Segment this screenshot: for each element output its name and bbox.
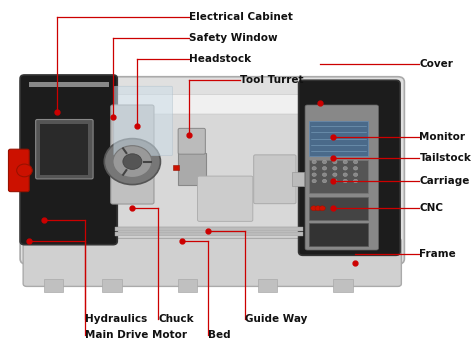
Circle shape (322, 173, 327, 176)
FancyBboxPatch shape (254, 155, 296, 204)
Text: Cover: Cover (419, 59, 453, 69)
FancyBboxPatch shape (20, 75, 117, 245)
Bar (333, 279, 353, 293)
FancyBboxPatch shape (23, 238, 401, 286)
Circle shape (17, 164, 32, 177)
Text: CNC: CNC (419, 203, 444, 213)
Text: Headstock: Headstock (189, 54, 251, 64)
Text: Main Drive Motor: Main Drive Motor (85, 330, 187, 340)
Circle shape (322, 160, 327, 164)
Circle shape (343, 166, 347, 170)
Text: Hydraulics: Hydraulics (85, 314, 147, 324)
Circle shape (312, 173, 316, 176)
Bar (178, 153, 206, 185)
Bar (115, 227, 303, 231)
Bar (310, 223, 368, 246)
Text: Chuck: Chuck (158, 314, 194, 324)
Bar (114, 94, 304, 230)
Circle shape (354, 160, 358, 164)
Bar (310, 197, 368, 220)
Circle shape (319, 206, 325, 211)
Text: Frame: Frame (419, 248, 456, 258)
Bar (310, 121, 368, 156)
FancyBboxPatch shape (111, 105, 154, 204)
FancyBboxPatch shape (305, 105, 378, 250)
Circle shape (343, 179, 347, 183)
Circle shape (354, 173, 358, 176)
Text: Guide Way: Guide Way (245, 314, 307, 324)
Circle shape (354, 179, 358, 183)
Bar (178, 279, 197, 293)
Circle shape (113, 146, 152, 178)
Circle shape (310, 206, 317, 211)
Bar (310, 160, 368, 193)
FancyBboxPatch shape (178, 129, 205, 154)
Circle shape (322, 179, 327, 183)
Bar (115, 114, 303, 227)
Bar (292, 172, 304, 186)
Bar (29, 82, 109, 87)
Text: Bed: Bed (208, 330, 230, 340)
Text: Monitor: Monitor (419, 132, 465, 142)
Circle shape (333, 173, 337, 176)
FancyBboxPatch shape (9, 149, 29, 192)
Bar (102, 279, 122, 293)
Circle shape (322, 166, 327, 170)
FancyBboxPatch shape (198, 176, 253, 222)
Text: Tailstock: Tailstock (419, 153, 471, 163)
FancyBboxPatch shape (20, 77, 404, 264)
Circle shape (333, 179, 337, 183)
Circle shape (333, 160, 337, 164)
FancyBboxPatch shape (36, 120, 93, 179)
Circle shape (312, 166, 316, 170)
Text: Carriage: Carriage (419, 176, 470, 186)
Circle shape (312, 179, 316, 183)
Circle shape (343, 173, 347, 176)
Circle shape (354, 166, 358, 170)
Bar (115, 231, 303, 236)
FancyBboxPatch shape (299, 80, 400, 255)
Circle shape (343, 160, 347, 164)
Text: Electrical Cabinet: Electrical Cabinet (189, 12, 292, 22)
Circle shape (315, 206, 321, 211)
Bar (40, 124, 88, 175)
Circle shape (312, 160, 316, 164)
Text: Safety Window: Safety Window (189, 33, 277, 43)
Circle shape (333, 166, 337, 170)
Circle shape (123, 154, 142, 169)
Circle shape (104, 138, 160, 185)
Bar (44, 279, 64, 293)
FancyBboxPatch shape (114, 86, 173, 155)
Bar (173, 165, 179, 170)
Text: Tool Turret: Tool Turret (240, 75, 304, 85)
Bar (257, 279, 277, 293)
